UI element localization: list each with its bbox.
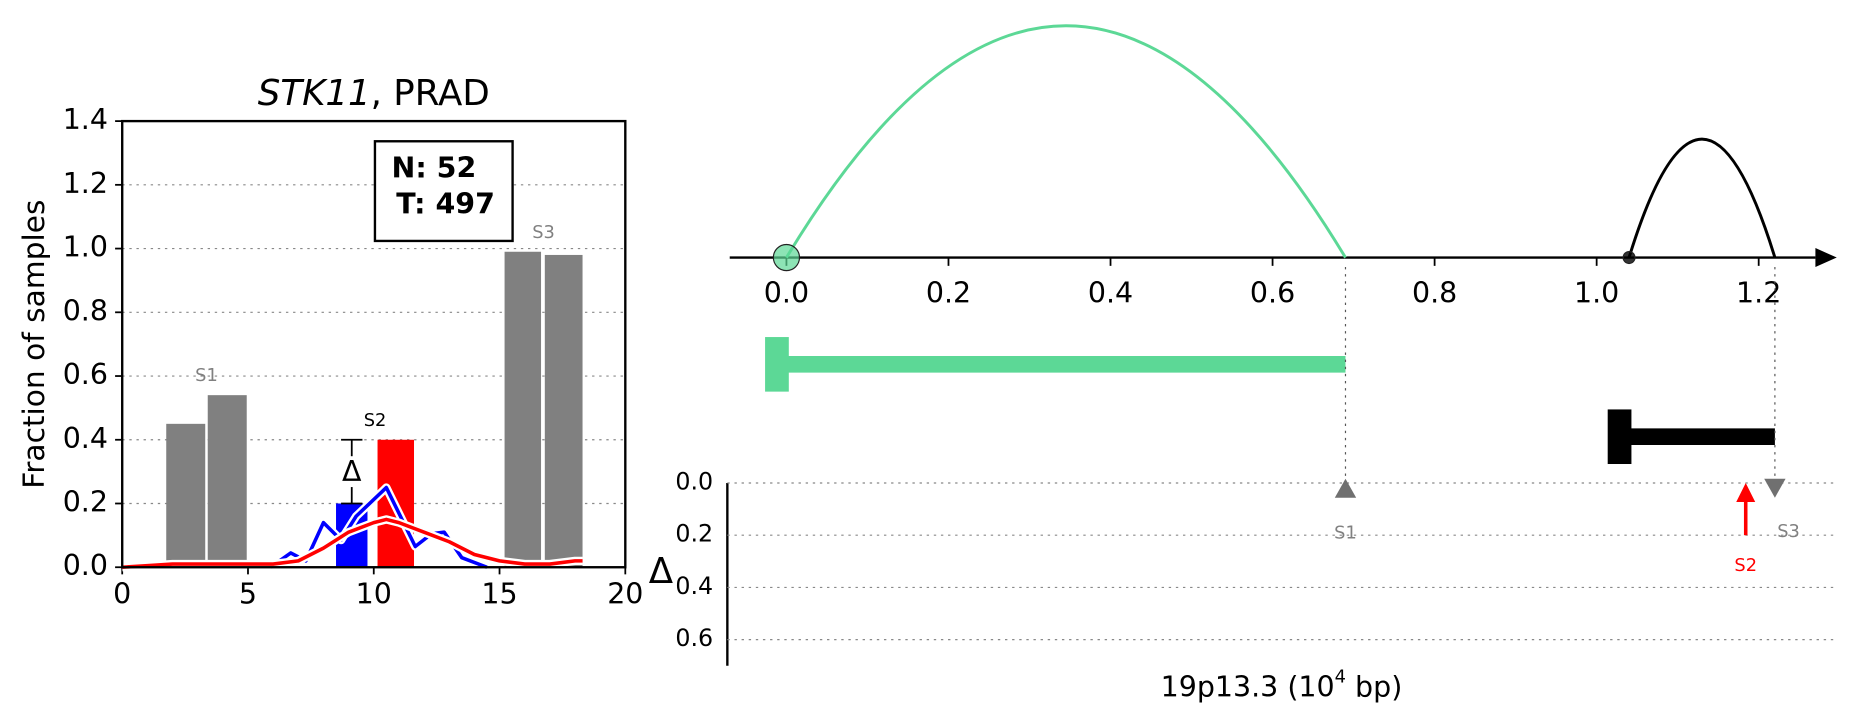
x-label-part: 19p13.3 (10 — [1161, 670, 1335, 703]
x-label-part: bp) — [1346, 670, 1402, 703]
arc — [785, 24, 1347, 259]
x-tick-label: 0.2 — [926, 276, 971, 309]
x-tick-label: 0.4 — [1088, 276, 1133, 309]
marker — [1334, 478, 1357, 498]
y-tick-label: 0.0 — [63, 549, 108, 582]
x-label-part: 4 — [1335, 667, 1346, 688]
x-tick-label: 1.2 — [1736, 276, 1781, 309]
marker-label: S3 — [1777, 521, 1800, 542]
title-part: STK11 — [258, 73, 371, 114]
x-axis-arrow — [1815, 248, 1837, 268]
y-tick-label: 0.2 — [63, 486, 108, 519]
y-tick-label: 0.8 — [63, 294, 108, 327]
marker-head — [1736, 482, 1756, 502]
x-tick-label: 0.8 — [1412, 276, 1457, 309]
x-tick-label: 0.0 — [764, 276, 809, 309]
line — [122, 517, 583, 570]
axes-frame — [121, 119, 627, 569]
y-tick-label: 1.0 — [63, 231, 108, 264]
y-tick-label: 1.2 — [63, 167, 108, 200]
y-tick-label: 1.4 — [63, 103, 108, 136]
bar — [544, 254, 583, 568]
group-label: S2 — [364, 410, 387, 431]
count-box — [373, 140, 514, 243]
arc — [1627, 137, 1777, 258]
y-axis-label: Fraction of samples — [16, 200, 51, 489]
group-label: S1 — [195, 365, 218, 386]
count-text: N: 52 — [392, 152, 477, 185]
x-tick-label: 15 — [481, 578, 517, 611]
title-part: , PRAD — [371, 73, 490, 114]
chart-title: STK11, PRAD — [258, 73, 490, 114]
x-tick-label: 20 — [607, 578, 643, 611]
marker-label: S2 — [1734, 555, 1757, 576]
delta-symbol: Δ — [342, 455, 362, 488]
gene-start — [1607, 409, 1632, 465]
group-label: S3 — [532, 222, 555, 243]
delta-bg — [338, 456, 365, 488]
x-tick-label: 0 — [113, 578, 131, 611]
y-tick-label: 0.0 — [675, 467, 713, 495]
count-text: T: 497 — [396, 187, 495, 220]
y-tick-label: 0.2 — [675, 520, 713, 548]
y-tick-label: 0.4 — [63, 422, 108, 455]
x-tick-label: 10 — [356, 578, 392, 611]
y-tick-label: 0.6 — [675, 624, 713, 652]
arc-anchor — [772, 243, 801, 272]
y-axis-label: Δ — [649, 551, 674, 592]
x-tick-label: 0.6 — [1250, 276, 1295, 309]
marker-label: S1 — [1334, 522, 1357, 543]
y-tick-label: 0.6 — [63, 358, 108, 391]
marker — [1764, 478, 1786, 498]
y-tick-label: 0.4 — [675, 572, 713, 600]
bar — [207, 395, 247, 568]
bar — [504, 251, 542, 568]
x-axis-label: 19p13.3 (104 bp) — [1161, 667, 1403, 704]
x-tick-label: 1.0 — [1574, 276, 1619, 309]
bar — [166, 423, 206, 568]
x-tick-label: 5 — [239, 578, 257, 611]
gene-start — [765, 337, 789, 392]
arc-anchor — [1622, 251, 1636, 265]
